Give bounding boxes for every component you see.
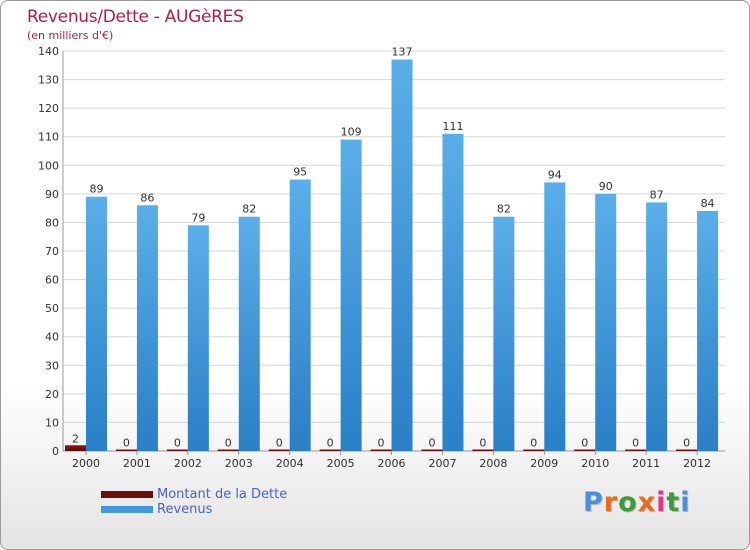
bar-revenus [289,179,311,452]
y-tick-label: 80 [45,216,59,229]
chart-subtitle: (en milliers d'€) [27,29,114,42]
bar-dette [574,449,596,451]
logo-letter: x [637,487,657,518]
data-label-revenus: 94 [548,168,562,181]
data-label-dette: 0 [276,437,283,450]
x-tick-label: 2006 [378,457,406,470]
bar-dette [676,449,698,451]
legend-swatch-revenus [101,506,153,513]
data-label-revenus: 82 [242,203,256,216]
data-label-dette: 0 [428,437,435,450]
bar-dette [319,449,341,451]
legend-label-dette: Montant de la Dette [157,487,288,502]
data-label-revenus: 86 [140,191,154,204]
data-label-dette: 0 [123,437,130,450]
data-label-revenus: 79 [191,211,205,224]
x-tick-label: 2012 [683,457,711,470]
logo-letter: t [666,487,681,518]
y-tick-label: 100 [38,159,59,172]
x-tick-label: 2005 [327,457,355,470]
legend-label-revenus: Revenus [157,502,213,517]
bar-dette [65,445,86,451]
bar-revenus [187,225,209,451]
bar-revenus [86,196,107,451]
data-label-revenus: 137 [392,46,413,59]
y-tick-label: 110 [38,131,59,144]
bar-dette [217,449,239,451]
bar-revenus [493,216,515,451]
data-label-revenus: 87 [650,188,664,201]
data-label-dette: 0 [225,437,232,450]
bar-revenus [442,133,464,451]
bar-dette [421,449,443,451]
x-tick-label: 2010 [581,457,609,470]
bar-dette [268,449,290,451]
y-tick-label: 120 [38,102,59,115]
data-label-dette: 0 [683,437,690,450]
data-label-dette: 0 [174,437,181,450]
data-label-revenus: 111 [442,120,463,133]
data-label-dette: 0 [378,437,385,450]
y-tick-label: 0 [52,445,59,458]
x-tick-label: 2004 [276,457,304,470]
logo-letter: i [680,487,691,518]
bar-dette [166,449,188,451]
y-tick-label: 10 [45,416,59,429]
data-label-revenus: 90 [599,180,613,193]
bar-revenus [238,216,260,451]
data-label-revenus: 89 [90,183,104,196]
chart-title: Revenus/Dette - AUGèRES [27,7,244,27]
x-tick-label: 2009 [530,457,558,470]
bar-revenus [544,182,566,451]
x-tick-label: 2003 [225,457,253,470]
logo-letter: r [603,487,619,518]
bar-dette [370,449,392,451]
x-tick-label: 2000 [72,457,100,470]
y-tick-label: 20 [45,388,59,401]
proxiti-logo: Proxiti [583,487,691,518]
data-label-revenus: 109 [341,126,362,139]
y-tick-label: 50 [45,302,59,315]
bar-revenus [136,205,158,451]
data-label-dette: 2 [72,432,79,445]
bar-revenus [340,139,362,452]
y-tick-label: 30 [45,359,59,372]
bar-dette [472,449,494,451]
y-tick-label: 40 [45,331,59,344]
y-tick-label: 140 [38,45,59,58]
data-label-dette: 0 [327,437,334,450]
data-label-dette: 0 [581,437,588,450]
data-label-dette: 0 [479,437,486,450]
data-label-revenus: 84 [701,197,715,210]
data-label-dette: 0 [530,437,537,450]
bar-revenus [697,211,719,451]
logo-letter: i [656,487,667,518]
y-tick-label: 130 [38,74,59,87]
data-label-revenus: 95 [293,166,307,179]
data-label-revenus: 82 [497,203,511,216]
logo-letter: P [583,487,604,518]
bar-dette [115,449,137,451]
x-tick-label: 2001 [123,457,151,470]
bar-revenus [646,202,668,451]
bar-dette [523,449,545,451]
bar-revenus [595,193,617,451]
y-tick-label: 60 [45,274,59,287]
legend-swatch-dette [101,491,153,498]
data-label-dette: 0 [632,437,639,450]
logo-letter: o [618,487,638,518]
y-tick-label: 70 [45,245,59,258]
x-tick-label: 2011 [632,457,660,470]
x-tick-label: 2007 [428,457,456,470]
bar-dette [625,449,647,451]
bar-revenus [391,59,413,451]
x-tick-label: 2008 [479,457,507,470]
x-tick-label: 2002 [174,457,202,470]
y-tick-label: 90 [45,188,59,201]
